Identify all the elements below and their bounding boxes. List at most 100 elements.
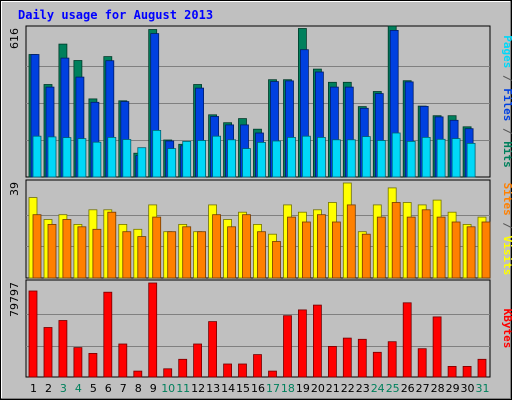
sites-bar xyxy=(272,241,281,279)
x-tick-label: 27 xyxy=(416,382,430,395)
sites-bar xyxy=(257,231,266,279)
x-tick-label: 7 xyxy=(120,382,127,395)
x-tick-label: 10 xyxy=(161,382,175,395)
x-tick-label: 24 xyxy=(371,382,385,395)
x-tick-label: 6 xyxy=(105,382,112,395)
pages-bar xyxy=(167,148,177,178)
pages-bar xyxy=(92,141,102,178)
sites-bar xyxy=(346,204,356,279)
kbytes-bar xyxy=(357,338,367,378)
sites-bar xyxy=(32,214,42,279)
kbytes-bar xyxy=(372,351,382,378)
kbytes-bar xyxy=(148,282,158,378)
pages-bar xyxy=(406,140,416,178)
x-tick-label: 11 xyxy=(176,382,190,395)
sites-bar xyxy=(47,223,57,279)
x-tick-label: 4 xyxy=(75,382,82,395)
pages-bar xyxy=(122,139,132,178)
pages-bar xyxy=(257,141,266,178)
kbytes-bar xyxy=(283,315,292,378)
pages-bar xyxy=(421,136,431,178)
chart-panels: 616 Pages / Files / Hits 39 Sites / Visits 7… xyxy=(8,25,512,378)
kbytes-bar xyxy=(387,341,397,378)
panel-hits_files_pages: 616 Pages / Files / Hits xyxy=(8,25,512,178)
kbytes-bar xyxy=(253,354,262,378)
x-tick-label: 19 xyxy=(296,382,310,395)
pages-bar xyxy=(77,138,87,178)
legend-label: / xyxy=(501,68,512,88)
legend-label: / xyxy=(501,216,512,236)
x-tick-label: 16 xyxy=(251,382,265,395)
x-tick-label: 5 xyxy=(90,382,97,395)
sites-bar xyxy=(77,226,87,279)
x-tick-label: 12 xyxy=(191,382,205,395)
sites-bar xyxy=(391,202,401,279)
legend-label: KBytes xyxy=(501,309,512,349)
sites-bar xyxy=(301,221,311,279)
pages-bar xyxy=(227,139,237,178)
pages-bar xyxy=(197,140,207,178)
pages-bar xyxy=(301,135,311,178)
kbytes-bar xyxy=(432,316,442,378)
sites-bar xyxy=(406,216,416,279)
x-tick-label: 25 xyxy=(386,382,400,395)
pages-bar xyxy=(212,135,222,178)
pages-bar xyxy=(242,148,251,178)
pages-bar xyxy=(331,139,341,178)
pages-bar xyxy=(62,137,72,178)
panel-legend: Pages / Files / Hits xyxy=(501,35,512,168)
x-tick-label: 20 xyxy=(311,382,325,395)
pages-bar xyxy=(287,136,296,178)
kbytes-bar xyxy=(417,348,427,378)
sites-bar xyxy=(122,231,132,279)
pages-bar xyxy=(346,139,356,178)
kbytes-bar xyxy=(208,321,218,378)
pages-bar xyxy=(361,136,371,178)
x-tick-label: 28 xyxy=(431,382,445,395)
x-tick-label: 21 xyxy=(326,382,340,395)
kbytes-bar xyxy=(477,358,487,378)
series-pages xyxy=(32,129,476,178)
sites-bar xyxy=(212,214,222,279)
y-max-label: 39 xyxy=(8,182,21,196)
x-tick-label: 3 xyxy=(60,382,67,395)
kbytes-bar xyxy=(402,302,412,378)
kbytes-bar xyxy=(462,365,472,378)
kbytes-bar xyxy=(223,363,233,378)
kbytes-bar xyxy=(312,304,322,378)
series-sites xyxy=(32,202,491,279)
pages-bar xyxy=(451,138,461,178)
y-max-label: 79797 xyxy=(8,282,21,317)
legend-label: Pages xyxy=(501,35,512,68)
sites-bar xyxy=(421,209,431,279)
sites-bar xyxy=(481,221,491,279)
x-tick-label: 2 xyxy=(45,382,52,395)
sites-bar xyxy=(167,231,177,279)
sites-bar xyxy=(376,216,386,279)
kbytes-bar xyxy=(103,291,113,378)
kbytes-bar xyxy=(342,337,352,378)
kbytes-bar xyxy=(327,345,337,378)
sites-bar xyxy=(451,221,461,279)
kbytes-bar xyxy=(297,309,307,378)
sites-bar xyxy=(316,214,326,279)
sites-bar xyxy=(331,221,341,279)
x-tick-label: 18 xyxy=(281,382,295,395)
pages-bar xyxy=(182,140,192,178)
x-tick-label: 22 xyxy=(341,382,355,395)
x-tick-label: 23 xyxy=(356,382,370,395)
x-tick-label: 13 xyxy=(206,382,220,395)
sites-bar xyxy=(62,219,72,279)
kbytes-bar xyxy=(43,327,53,378)
legend-label: Files xyxy=(501,88,512,121)
sites-bar xyxy=(361,233,371,279)
pages-bar xyxy=(107,136,117,178)
kbytes-bar xyxy=(28,290,38,378)
kbytes-bar xyxy=(88,352,98,378)
x-tick-label: 9 xyxy=(150,382,157,395)
pages-bar xyxy=(32,135,42,178)
x-tick-label: 30 xyxy=(461,382,475,395)
kbytes-bar xyxy=(193,343,203,378)
pages-bar xyxy=(47,136,57,178)
